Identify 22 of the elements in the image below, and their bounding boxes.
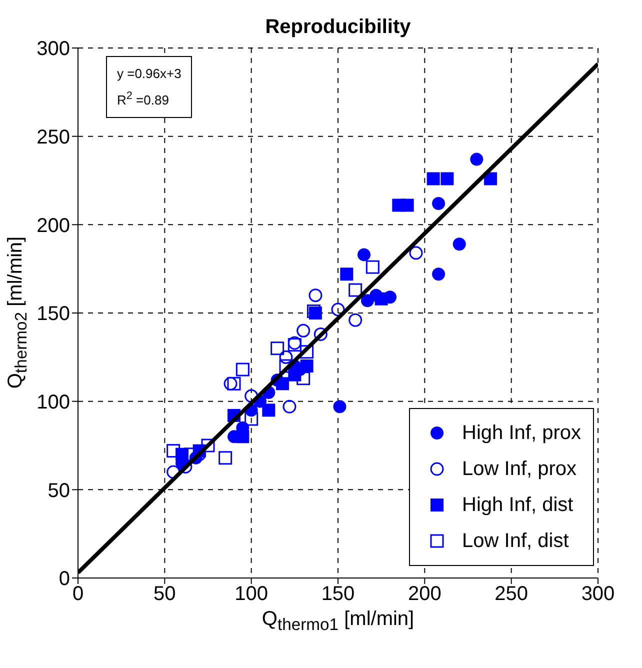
legend-label: Low Inf, prox [462,458,577,480]
y-tick-label: 300 [36,38,70,60]
chart-title: Reproducibility [264,16,412,39]
y-tick-label: 0 [58,568,70,590]
x-axis-title: Q$_{thermo1}$ [ml/min] [260,608,416,635]
x-tick-label: 300 [581,583,615,606]
y-tick-label: 250 [36,126,70,148]
x-tick-label: 0 [72,583,84,606]
x-tick-label: 150 [321,583,355,606]
annotation: R$^{2}$ =0.89 [117,89,170,110]
annotation: y =0.96x+3 [117,65,182,83]
x-tick-label: 250 [494,583,528,606]
legend-label: High Inf, prox [462,422,581,444]
x-tick-label: 200 [408,583,442,606]
legend-label: High Inf, dist [462,494,574,516]
x-tick-label: 50 [154,583,176,606]
legend-label: Low Inf, dist [462,530,569,552]
x-tick-label: 100 [234,583,268,606]
y-tick-label: 200 [36,214,70,237]
y-tick-label: 50 [48,480,70,502]
y-tick-label: 150 [36,303,70,326]
y-tick-label: 100 [36,391,70,414]
